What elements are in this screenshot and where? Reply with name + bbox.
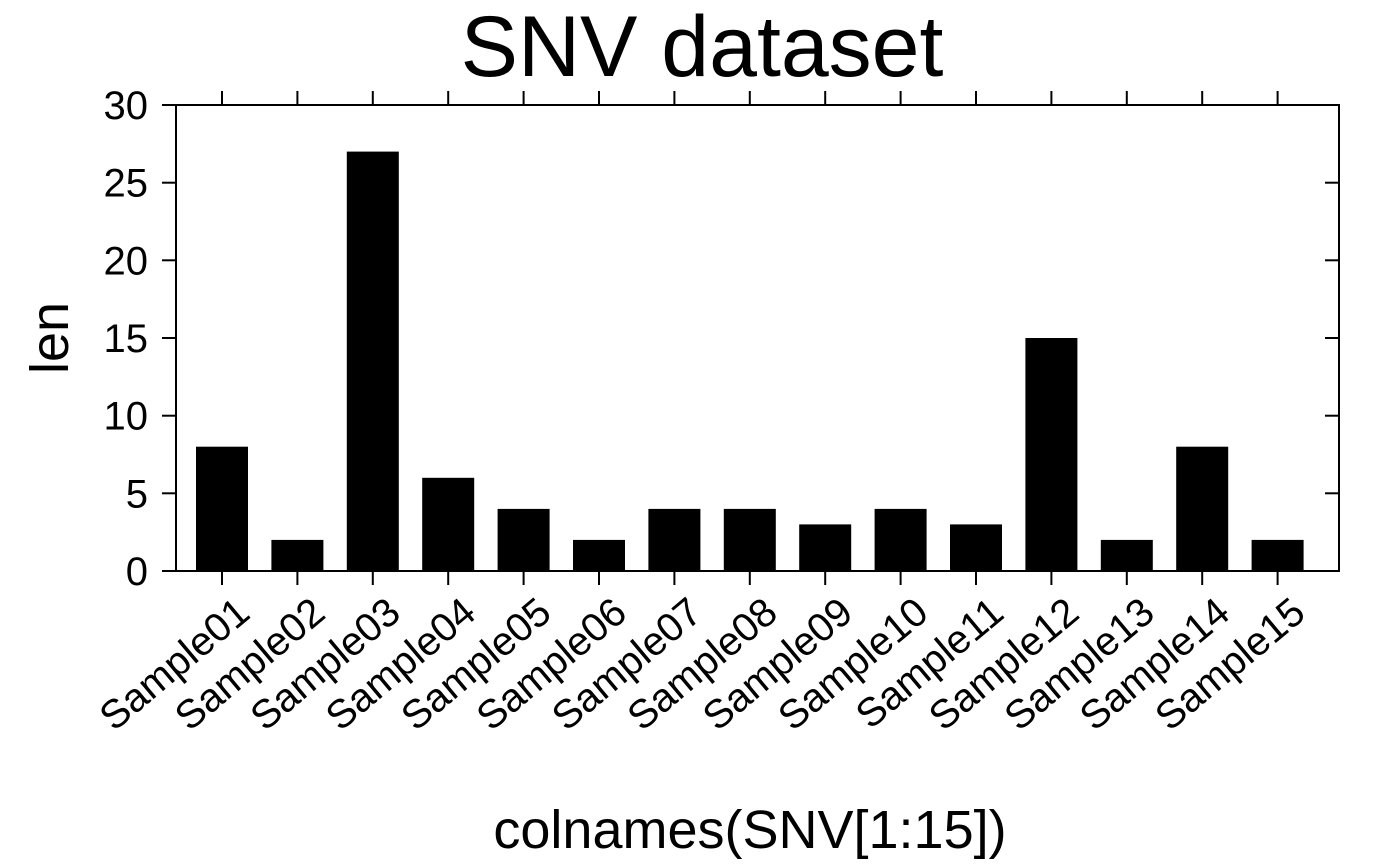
bar-sample05 — [497, 508, 550, 571]
y-tick-label: 10 — [104, 395, 149, 439]
bar-sample01 — [196, 446, 248, 571]
y-tick-labels-group: 0 5 10 15 20 25 30 — [104, 84, 149, 594]
y-tick-label: 5 — [126, 472, 148, 516]
bar-sample06 — [573, 539, 625, 571]
x-tick-labels-group: Sample01Sample02Sample03Sample04Sample05… — [92, 590, 1314, 739]
x-axis-title: colnames(SNV[1:15]) — [493, 800, 1006, 860]
bar-sample12 — [1025, 338, 1078, 571]
bar-sample04 — [422, 477, 475, 571]
bars-group — [196, 151, 1304, 571]
ticks-group — [162, 91, 1339, 585]
bar-sample11 — [950, 524, 1002, 571]
y-tick-label: 30 — [104, 84, 149, 128]
bar-sample07 — [648, 508, 701, 571]
bar-sample09 — [799, 524, 852, 571]
chart-title: SNV dataset — [461, 0, 944, 95]
y-tick-label: 0 — [126, 550, 148, 594]
y-tick-label: 15 — [104, 317, 149, 361]
bar-sample13 — [1100, 539, 1153, 571]
bar-sample02 — [271, 539, 324, 571]
y-tick-label: 20 — [104, 239, 149, 283]
bar-sample03 — [346, 151, 399, 571]
y-tick-label: 25 — [104, 162, 149, 206]
y-axis-title: len — [20, 302, 80, 374]
bar-sample14 — [1176, 446, 1229, 571]
bar-sample08 — [723, 508, 776, 571]
bar-sample15 — [1251, 539, 1304, 571]
bar-sample10 — [874, 508, 927, 571]
